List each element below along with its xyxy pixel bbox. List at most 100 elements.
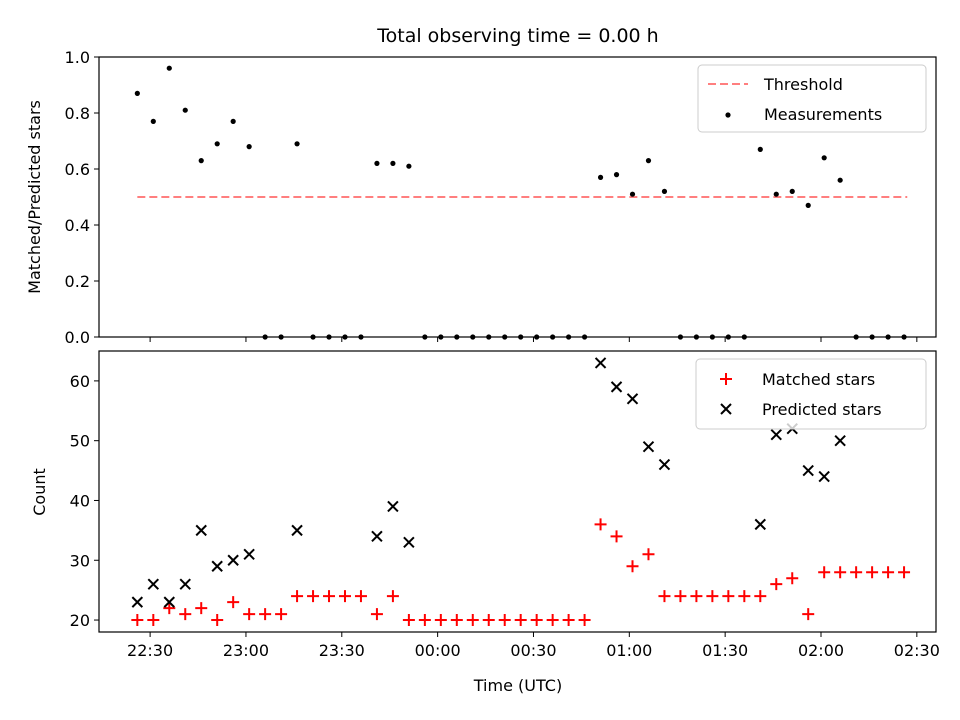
bottom-y-tick-label: 40 <box>70 491 90 510</box>
matched-star-point <box>450 614 463 627</box>
x-tick-label: 02:00 <box>798 641 844 660</box>
predicted-star-point <box>179 578 191 590</box>
matched-star-point <box>530 614 543 627</box>
x-tick-label: 01:30 <box>702 641 748 660</box>
legend-measurements-swatch <box>725 112 731 118</box>
measurement-point <box>789 188 795 194</box>
predicted-star-point <box>195 524 207 537</box>
predicted-star-point <box>371 530 383 543</box>
bottom-y-tick-label: 60 <box>70 372 90 391</box>
predicted-star-point <box>147 578 160 590</box>
top-y-tick-label: 1.0 <box>65 48 90 67</box>
predicted-star-point <box>610 381 623 393</box>
matched-star-point <box>259 608 272 621</box>
bottom-axes-frame <box>98 350 937 633</box>
predicted-star-point <box>818 470 830 483</box>
measurement-point <box>805 202 811 208</box>
matched-star-point <box>211 614 224 627</box>
matched-star-point <box>546 614 559 627</box>
matched-star-point <box>243 608 256 621</box>
bottom-axes: 22:30 23:00 23:30 00:00 00:30 01:00 01:30 02:00… <box>30 350 940 695</box>
matched-star-point <box>802 608 815 621</box>
bottom-legend-box <box>695 358 927 430</box>
measurement-point <box>390 160 396 166</box>
predicted-star-point <box>770 428 782 441</box>
measurement-point <box>182 107 188 113</box>
matched-star-point <box>163 602 176 615</box>
top-plot-area <box>134 65 908 340</box>
matched-star-point <box>562 614 575 627</box>
matched-star-point <box>850 566 863 579</box>
x-tick-label: 23:00 <box>223 641 269 660</box>
measurement-point <box>230 118 236 124</box>
matched-star-point <box>323 590 336 603</box>
x-tick-label: 00:00 <box>415 641 461 660</box>
matched-star-point <box>354 590 367 603</box>
x-tick-label: 01:00 <box>606 641 652 660</box>
measurement-point <box>246 144 252 150</box>
matched-star-point <box>307 590 320 603</box>
top-legend: Threshold Measurements <box>697 64 927 133</box>
matched-star-point <box>786 572 799 585</box>
matched-star-point <box>386 590 399 603</box>
predicted-star-point <box>658 458 671 471</box>
matched-star-point <box>674 590 687 603</box>
matched-star-point <box>179 608 192 621</box>
x-tick-label: 02:30 <box>894 641 940 660</box>
legend-predicted-swatch <box>720 403 732 415</box>
matched-star-point <box>370 608 383 621</box>
bottom-y-tick-label: 50 <box>70 432 90 451</box>
matched-star-point <box>898 566 911 579</box>
top-y-tick-label: 0.0 <box>65 328 90 347</box>
measurement-point <box>597 174 604 180</box>
predicted-star-point <box>834 434 846 447</box>
matched-star-point <box>818 566 831 579</box>
matched-star-point <box>195 602 208 615</box>
predicted-star-point <box>131 596 144 608</box>
legend-threshold-label: Threshold <box>763 75 843 94</box>
predicted-star-point <box>754 518 767 531</box>
bottom-y-axis-label: Count <box>30 468 49 516</box>
top-axes: Total observing time = 0.00 h 0.00.20.40… <box>25 25 937 347</box>
measurement-point <box>166 65 172 71</box>
matched-star-point <box>498 614 511 627</box>
bottom-tick-layer: 22:30 23:00 23:30 00:00 00:30 01:00 01:30 02:00… <box>70 372 940 660</box>
predicted-star-point <box>211 560 223 572</box>
top-y-tick-label: 0.2 <box>65 272 90 291</box>
bottom-plot-area <box>131 357 911 627</box>
predicted-star-point <box>403 536 415 549</box>
legend-matched-label: Matched stars <box>762 370 875 389</box>
predicted-star-point <box>387 500 399 513</box>
measurement-point <box>837 177 843 183</box>
measurement-point <box>150 118 156 124</box>
measurement-point <box>198 158 204 164</box>
measurement-point <box>773 191 779 197</box>
matched-star-point <box>466 614 479 627</box>
matched-star-point <box>626 560 639 573</box>
bottom-legend: Matched stars Predicted stars <box>695 358 927 430</box>
matched-star-point <box>722 590 735 603</box>
legend-predicted-label: Predicted stars <box>762 400 882 419</box>
measurement-point <box>214 141 220 147</box>
top-y-tick-label: 0.6 <box>65 160 90 179</box>
matched-star-point <box>227 596 240 609</box>
matched-star-point <box>754 590 767 603</box>
matched-star-point <box>738 590 751 603</box>
matched-star-point <box>482 614 495 627</box>
matched-star-point <box>291 590 304 603</box>
predicted-star-point <box>291 524 303 537</box>
predicted-star-point <box>626 393 639 405</box>
top-y-tick-label: 0.4 <box>65 216 90 235</box>
x-axis-label: Time (UTC) <box>473 676 562 695</box>
matched-star-point <box>882 566 895 579</box>
matched-star-point <box>642 548 655 561</box>
measurement-point <box>661 188 668 194</box>
matched-star-point <box>578 614 591 627</box>
x-tick-label: 00:30 <box>510 641 556 660</box>
measurement-point <box>821 155 827 161</box>
measurement-point <box>406 163 412 169</box>
matched-star-point <box>834 566 847 579</box>
top-tick-layer: 0.0 0.2 0.4 0.6 0.8 1.0 <box>65 48 918 347</box>
matched-star-point <box>594 518 607 531</box>
